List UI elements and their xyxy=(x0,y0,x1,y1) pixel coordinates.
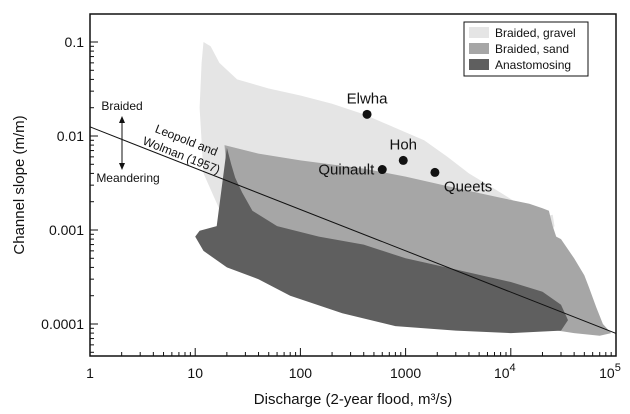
x-tick-label: 10 xyxy=(187,365,203,381)
regions-layer xyxy=(195,42,612,336)
point-label-queets: Queets xyxy=(444,178,492,195)
braided-annotation: Braided xyxy=(101,99,142,113)
x-tick-label: 100 xyxy=(289,365,313,381)
y-tick-label: 0.1 xyxy=(65,34,85,50)
point-elwha xyxy=(362,109,372,119)
meandering-annotation: Meandering xyxy=(96,171,159,185)
legend-label: Anastomosing xyxy=(495,58,571,72)
x-tick-label: 1 xyxy=(86,365,94,381)
point-label-quinault: Quinault xyxy=(318,162,375,179)
point-quinault xyxy=(377,165,387,175)
leopold-wolman-line xyxy=(90,126,616,334)
y-tick-label: 0.01 xyxy=(57,128,84,144)
points-layer: Elwha Hoh Quinault Queets xyxy=(318,90,492,195)
point-queets xyxy=(430,167,440,177)
point-label-elwha: Elwha xyxy=(347,90,389,107)
x-axis-label: Discharge (2-year flood, m³/s) xyxy=(254,391,452,408)
legend-swatch xyxy=(469,43,489,54)
y-axis-label: Channel slope (m/m) xyxy=(11,115,28,254)
x-tick-label: 1000 xyxy=(390,365,421,381)
y-ticks: 0.1 0.01 0.001 0.0001 xyxy=(41,34,98,353)
legend-label: Braided, gravel xyxy=(495,26,576,40)
point-hoh xyxy=(398,155,408,165)
point-label-hoh: Hoh xyxy=(389,136,417,153)
y-tick-label: 0.001 xyxy=(49,222,84,238)
legend: Braided, gravel Braided, sand Anastomosing xyxy=(463,21,589,77)
legend-label: Braided, sand xyxy=(495,42,569,56)
double-arrow xyxy=(119,116,125,170)
legend-swatch xyxy=(469,27,489,38)
legend-swatch xyxy=(469,59,489,70)
region-anastomosing xyxy=(195,147,568,334)
y-tick-label: 0.0001 xyxy=(41,316,84,332)
